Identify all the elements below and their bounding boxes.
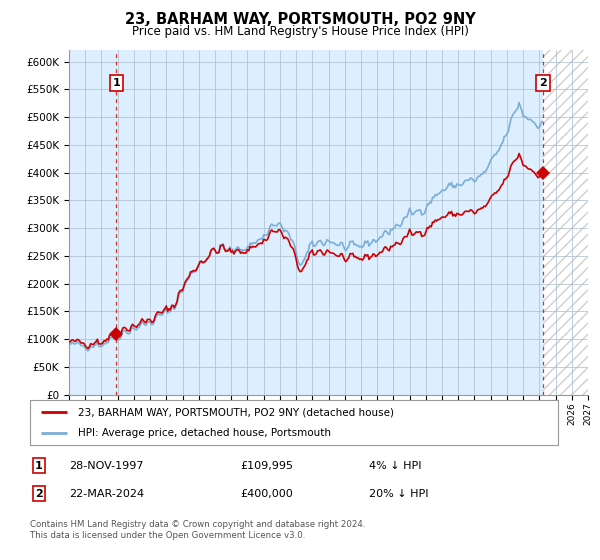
Text: £109,995: £109,995: [240, 461, 293, 471]
Text: 23, BARHAM WAY, PORTSMOUTH, PO2 9NY (detached house): 23, BARHAM WAY, PORTSMOUTH, PO2 9NY (det…: [77, 408, 394, 418]
Text: £400,000: £400,000: [240, 489, 293, 499]
Text: 2: 2: [35, 489, 43, 499]
Text: Price paid vs. HM Land Registry's House Price Index (HPI): Price paid vs. HM Land Registry's House …: [131, 25, 469, 38]
Text: 23, BARHAM WAY, PORTSMOUTH, PO2 9NY: 23, BARHAM WAY, PORTSMOUTH, PO2 9NY: [125, 12, 475, 27]
Text: HPI: Average price, detached house, Portsmouth: HPI: Average price, detached house, Port…: [77, 428, 331, 438]
Text: Contains HM Land Registry data © Crown copyright and database right 2024.
This d: Contains HM Land Registry data © Crown c…: [30, 520, 365, 540]
Bar: [543, 50, 588, 395]
Text: 28-NOV-1997: 28-NOV-1997: [69, 461, 143, 471]
Text: 1: 1: [35, 461, 43, 471]
Bar: [543, 50, 588, 395]
Text: 4% ↓ HPI: 4% ↓ HPI: [369, 461, 421, 471]
Text: 1: 1: [112, 78, 120, 88]
Text: 22-MAR-2024: 22-MAR-2024: [69, 489, 144, 499]
Text: 2: 2: [539, 78, 547, 88]
Text: 20% ↓ HPI: 20% ↓ HPI: [369, 489, 428, 499]
